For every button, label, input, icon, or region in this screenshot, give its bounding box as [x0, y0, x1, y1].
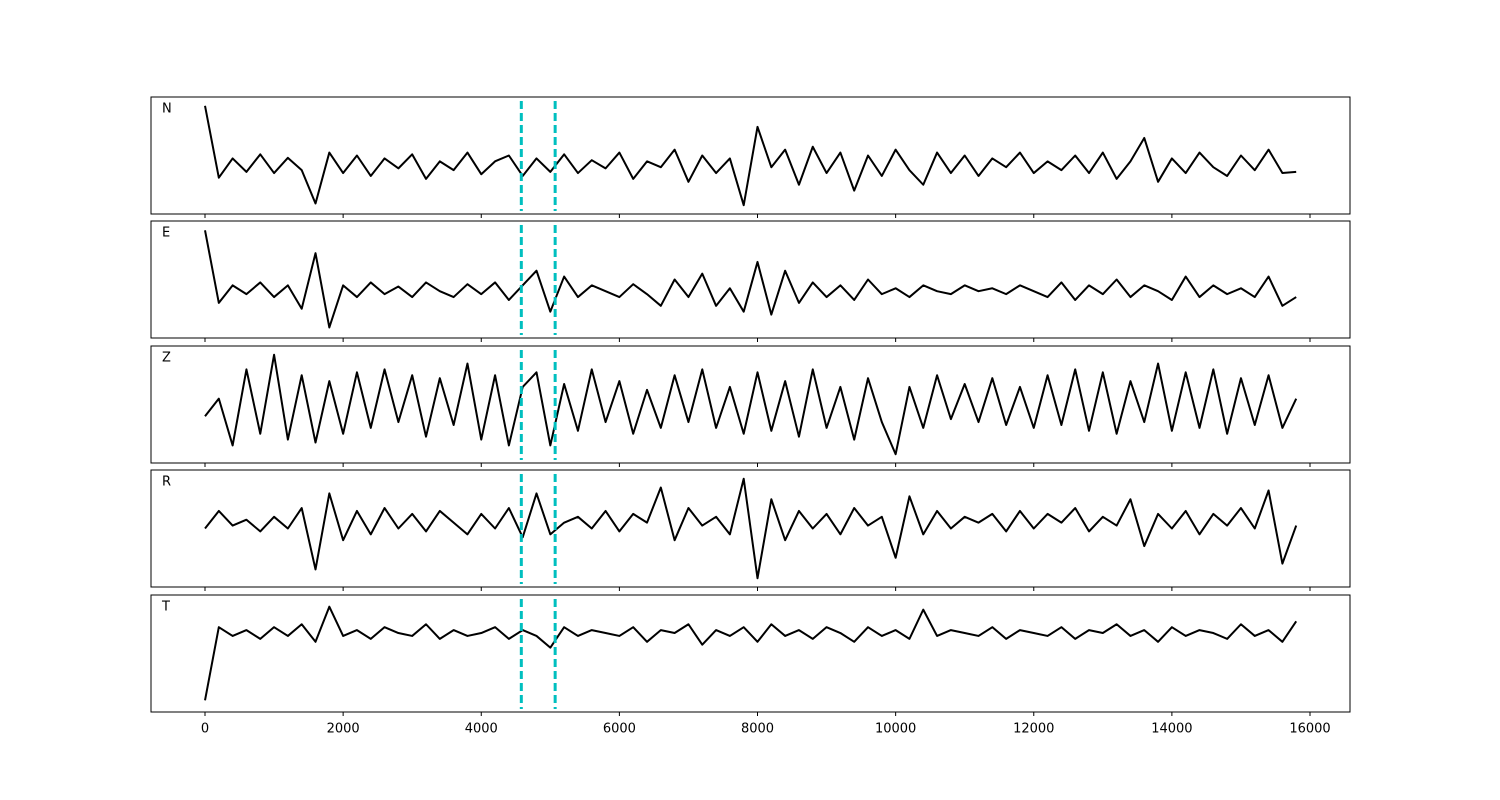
panel-label: E	[162, 226, 170, 241]
x-tick-label: 16000	[1289, 722, 1330, 737]
x-tick-label: 2000	[327, 722, 360, 737]
panel-frame	[150, 345, 1351, 464]
x-tick-label: 14000	[1151, 722, 1192, 737]
x-tick-label: 8000	[741, 722, 774, 737]
x-tick-label: 4000	[465, 722, 498, 737]
panel-frame	[150, 469, 1351, 588]
trace	[204, 353, 1298, 456]
panel-frame	[150, 594, 1351, 713]
panel-frame	[150, 220, 1351, 339]
x-tick-label: 6000	[603, 722, 636, 737]
panel-frame	[150, 96, 1351, 215]
x-tick-label: 12000	[1013, 722, 1054, 737]
panel-label: T	[161, 600, 170, 615]
panel-label: N	[162, 102, 172, 117]
trace	[204, 477, 1298, 580]
trace	[204, 230, 1297, 329]
trace	[204, 105, 1297, 207]
trace	[204, 605, 1298, 701]
panel-label: Z	[162, 351, 171, 366]
x-tick-label: 0	[201, 722, 209, 737]
x-tick-label: 10000	[875, 722, 916, 737]
panel-label: R	[162, 475, 171, 490]
